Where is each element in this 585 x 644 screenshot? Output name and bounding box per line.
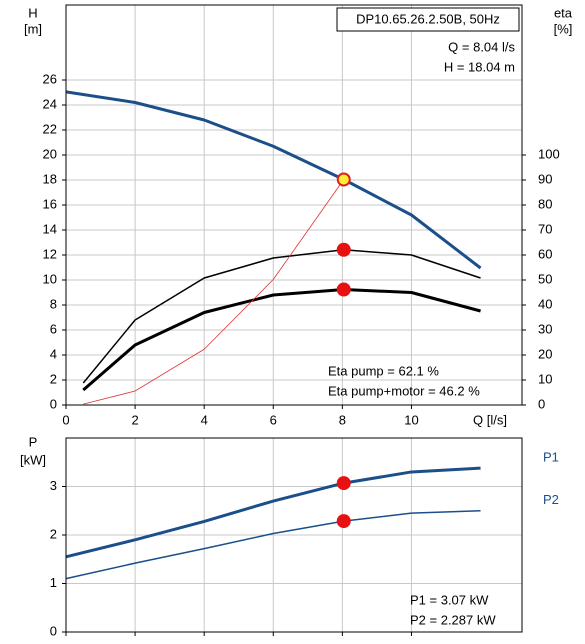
y2-tick-label: 100 xyxy=(538,146,560,161)
x-tick-label: 6 xyxy=(270,412,277,427)
y2-tick-label: 20 xyxy=(538,346,552,361)
y-tick-label: 3 xyxy=(50,478,57,493)
y2-tick-label: 80 xyxy=(538,196,552,211)
chart-title: DP10.65.26.2.50B, 50Hz xyxy=(356,11,500,26)
y2-unit: [%] xyxy=(554,21,573,36)
operating-point xyxy=(336,514,351,529)
y-label: H xyxy=(28,5,37,20)
y-tick-label: 26 xyxy=(43,71,57,86)
y-tick-label: 18 xyxy=(43,171,57,186)
y-tick-label: 8 xyxy=(50,296,57,311)
y-label: P xyxy=(29,434,38,449)
operating-point xyxy=(336,172,351,187)
y2-tick-label: 70 xyxy=(538,221,552,236)
y-tick-label: 6 xyxy=(50,321,57,336)
annotation: P1 = 3.07 kW xyxy=(410,592,489,607)
y-tick-label: 0 xyxy=(50,396,57,411)
legend-entry: P2 xyxy=(543,492,559,507)
y-tick-label: 24 xyxy=(43,96,57,111)
title-box xyxy=(336,7,520,32)
curves xyxy=(65,90,482,580)
y-unit: [kW] xyxy=(20,452,46,467)
y2-tick-label: 60 xyxy=(538,246,552,261)
upper-frame xyxy=(65,4,523,406)
y-tick-label: 20 xyxy=(43,146,57,161)
y-tick-label: 22 xyxy=(43,121,57,136)
y2-label: eta xyxy=(554,5,573,20)
curve xyxy=(65,90,482,270)
y-tick-label: 1 xyxy=(50,575,57,590)
y-tick-label: 0 xyxy=(50,623,57,638)
curve xyxy=(82,288,481,392)
lower-frame xyxy=(65,437,523,633)
x-label: Q [l/s] xyxy=(473,412,507,427)
y2-tick-label: 90 xyxy=(538,171,552,186)
operating-point xyxy=(336,282,351,297)
operating-point xyxy=(336,242,351,257)
curve xyxy=(65,510,481,580)
legend-entry: P1 xyxy=(543,450,559,465)
y-tick-label: 12 xyxy=(43,246,57,261)
y2-tick-label: 10 xyxy=(538,371,552,386)
x-tick-label: 10 xyxy=(404,412,418,427)
annotation: H = 18.04 m xyxy=(444,59,515,74)
y2-tick-label: 0 xyxy=(538,396,545,411)
y-tick-label: 16 xyxy=(43,196,57,211)
annotation: Eta pump = 62.1 % xyxy=(328,363,439,378)
y-tick-label: 4 xyxy=(50,346,57,361)
x-tick-label: 4 xyxy=(201,412,208,427)
operating-point xyxy=(336,476,351,491)
annotation: Q = 8.04 l/s xyxy=(448,39,515,54)
curve xyxy=(65,466,481,559)
y2-tick-label: 50 xyxy=(538,271,552,286)
annotation: Eta pump+motor = 46.2 % xyxy=(328,383,480,398)
curve xyxy=(83,179,345,405)
y-tick-label: 14 xyxy=(43,221,57,236)
y2-tick-label: 40 xyxy=(538,296,552,311)
y-tick-label: 2 xyxy=(50,371,57,386)
y-tick-label: 10 xyxy=(43,271,57,286)
curve xyxy=(82,249,481,384)
y-unit: [m] xyxy=(24,21,42,36)
annotation: P2 = 2.287 kW xyxy=(410,612,496,627)
x-tick-label: 2 xyxy=(131,412,138,427)
y-tick-label: 2 xyxy=(50,526,57,541)
x-tick-label: 0 xyxy=(62,412,69,427)
y2-tick-label: 30 xyxy=(538,321,552,336)
x-tick-label: 8 xyxy=(339,412,346,427)
